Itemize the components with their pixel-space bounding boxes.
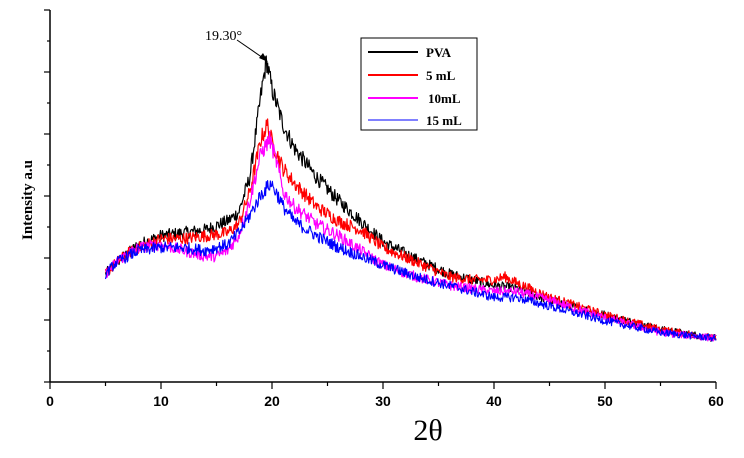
x-tick-label: 60 — [708, 393, 724, 409]
x-tick-label: 20 — [264, 393, 280, 409]
y-axis-label: Intensity a.u — [20, 160, 36, 240]
legend: PVA 5 mL 10mL 15 mL — [360, 37, 478, 131]
series-lines — [104, 55, 717, 342]
x-axis-label: 2θ — [413, 414, 442, 447]
legend-box — [360, 37, 478, 131]
peak-annotation: 19.30° — [205, 29, 268, 62]
legend-label-10ml: 10mL — [428, 91, 461, 106]
x-axis-tick-labels: 0 10 20 30 40 50 60 — [46, 393, 724, 409]
annotation-arrowhead — [259, 53, 268, 62]
series-line-15ml — [104, 180, 717, 342]
legend-label-5ml: 5 mL — [426, 68, 456, 83]
x-axis-ticks — [49, 382, 717, 389]
x-tick-label: 0 — [46, 393, 54, 409]
series-line-10ml — [105, 130, 717, 342]
x-tick-label: 30 — [375, 393, 391, 409]
y-axis-ticks — [44, 9, 50, 383]
x-tick-label: 50 — [597, 393, 613, 409]
x-tick-label: 40 — [486, 393, 502, 409]
legend-label-15ml: 15 mL — [426, 113, 462, 128]
x-tick-label: 10 — [153, 393, 169, 409]
series-line-5ml — [104, 118, 717, 341]
annotation-label: 19.30° — [205, 29, 242, 44]
legend-label-pva: PVA — [426, 45, 452, 60]
